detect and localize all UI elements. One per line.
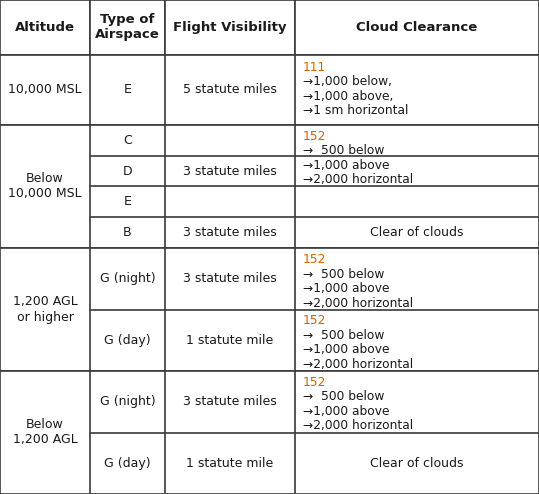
Text: →1,000 above,: →1,000 above, [303,90,393,103]
Text: 111: 111 [303,61,326,74]
Text: →2,000 horizontal: →2,000 horizontal [303,296,413,310]
Text: G (night): G (night) [100,395,155,408]
Text: →  500 below: → 500 below [303,329,384,342]
Text: Flight Visibility: Flight Visibility [173,21,287,34]
Bar [165,0,295,55]
Text: →  500 below: → 500 below [303,267,384,281]
Text: →  500 below: → 500 below [303,390,384,404]
Text: Clear of clouds: Clear of clouds [370,457,464,470]
Text: 5 statute miles: 5 statute miles [183,83,277,96]
Text: 3 statute miles: 3 statute miles [183,272,277,285]
Text: →2,000 horizontal: →2,000 horizontal [303,358,413,371]
Text: 3 statute miles: 3 statute miles [183,395,277,408]
Bar [0,248,539,371]
Text: →  500 below: → 500 below [303,145,384,158]
Text: 1 statute mile: 1 statute mile [186,457,274,470]
Text: Altitude: Altitude [15,21,75,34]
Text: Below
1,200 AGL: Below 1,200 AGL [12,418,78,447]
Text: →2,000 horizontal: →2,000 horizontal [303,173,413,187]
Text: G (night): G (night) [100,272,155,285]
Text: →1,000 above: →1,000 above [303,282,390,295]
Text: G (day): G (day) [104,334,151,347]
Text: 1 statute mile: 1 statute mile [186,334,274,347]
Text: Type of
Airspace: Type of Airspace [95,13,160,41]
Text: 3 statute miles: 3 statute miles [183,165,277,178]
Text: 152: 152 [303,315,327,328]
Text: D: D [123,165,132,178]
Text: 152: 152 [303,376,327,389]
Bar [0,371,539,494]
Bar [0,0,90,55]
Text: 152: 152 [303,130,327,143]
Text: E: E [123,195,132,208]
Text: 3 statute miles: 3 statute miles [183,226,277,239]
Text: Below
10,000 MSL: Below 10,000 MSL [8,172,82,201]
Text: →2,000 horizontal: →2,000 horizontal [303,419,413,433]
Bar [0,125,539,248]
Text: 10,000 MSL: 10,000 MSL [8,83,82,96]
Text: 1,200 AGL
or higher: 1,200 AGL or higher [12,295,78,324]
Text: →1,000 below,: →1,000 below, [303,76,392,88]
Text: C: C [123,134,132,147]
Bar [0,55,539,125]
Text: G (day): G (day) [104,457,151,470]
Text: →1,000 above: →1,000 above [303,405,390,418]
Bar [295,0,539,55]
Text: →1 sm horizontal: →1 sm horizontal [303,105,409,118]
Bar [90,0,165,55]
Text: Cloud Clearance: Cloud Clearance [356,21,478,34]
Text: →1,000 above: →1,000 above [303,343,390,357]
Text: 152: 152 [303,253,327,266]
Text: E: E [123,83,132,96]
Text: →1,000 above: →1,000 above [303,159,390,172]
Text: Clear of clouds: Clear of clouds [370,226,464,239]
Text: B: B [123,226,132,239]
